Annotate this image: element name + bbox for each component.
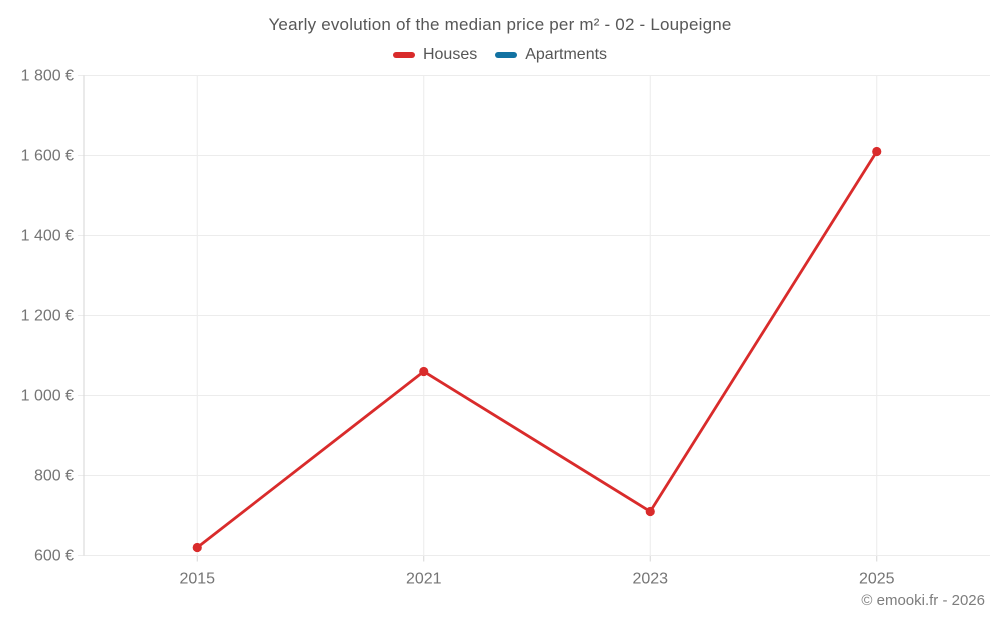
legend-item-houses[interactable]: Houses bbox=[392, 46, 478, 64]
copyright-text: © emooki.fr - 2026 bbox=[861, 592, 985, 609]
svg-text:1 000 €: 1 000 € bbox=[21, 388, 74, 405]
svg-text:2015: 2015 bbox=[179, 571, 215, 588]
chart-title: Yearly evolution of the median price per… bbox=[268, 15, 732, 34]
svg-text:1 400 €: 1 400 € bbox=[21, 228, 74, 245]
houses-series-swatch-icon bbox=[392, 52, 415, 58]
svg-text:2025: 2025 bbox=[859, 571, 895, 588]
svg-text:600 €: 600 € bbox=[34, 548, 74, 565]
legend-item-apartments[interactable]: Apartments bbox=[495, 46, 607, 64]
legend-label-apartments: Apartments bbox=[525, 46, 608, 63]
svg-text:800 €: 800 € bbox=[34, 468, 74, 485]
svg-text:1 800 €: 1 800 € bbox=[21, 68, 74, 85]
svg-text:2023: 2023 bbox=[632, 571, 668, 588]
svg-text:1 600 €: 1 600 € bbox=[21, 148, 74, 165]
svg-text:2021: 2021 bbox=[406, 571, 442, 588]
chart-legend: Houses Apartments bbox=[0, 46, 1000, 64]
apartments-series-swatch-icon bbox=[495, 52, 518, 58]
legend-label-houses: Houses bbox=[422, 46, 478, 63]
svg-text:1 200 €: 1 200 € bbox=[21, 308, 74, 325]
